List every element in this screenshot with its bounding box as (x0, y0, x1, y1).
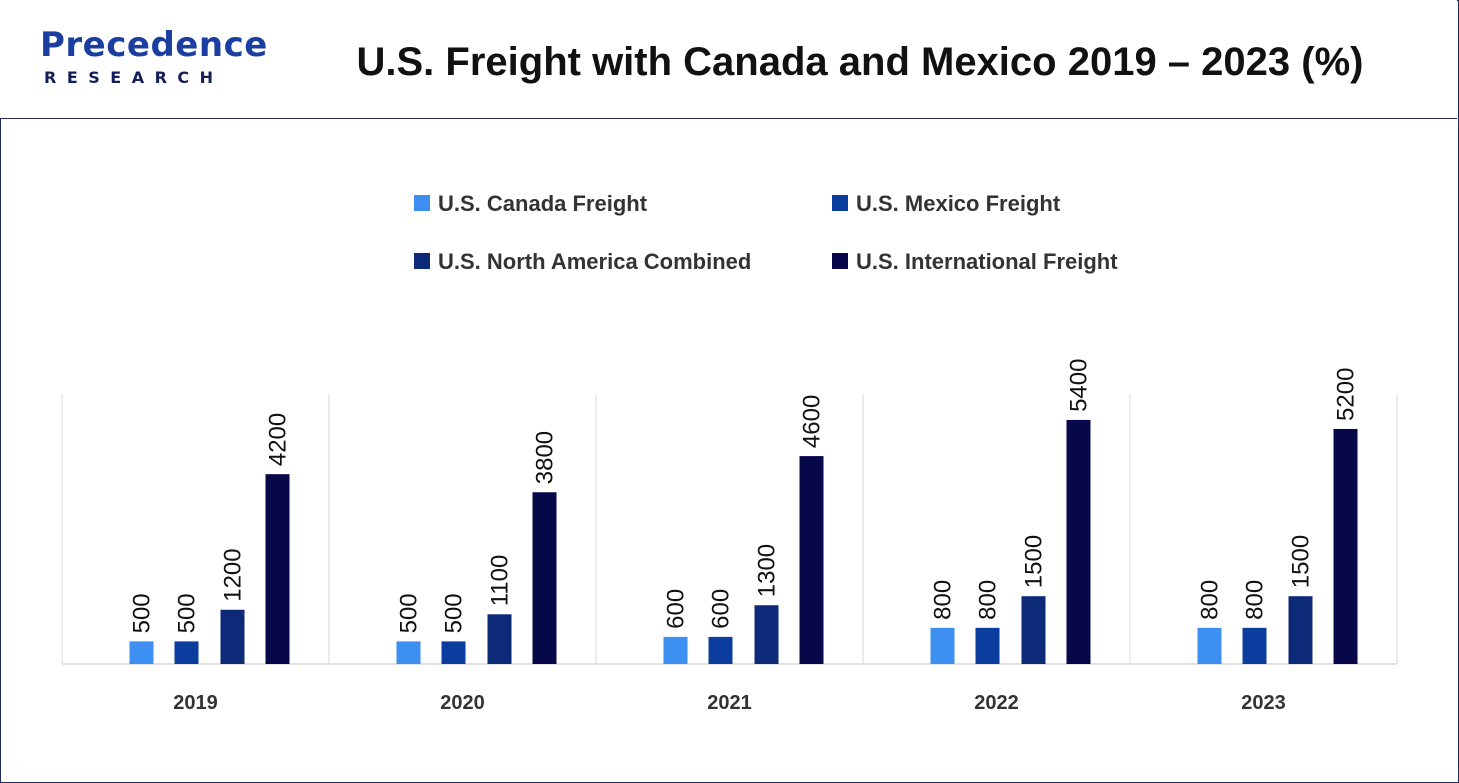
data-label: 500 (396, 593, 423, 633)
bar (1333, 428, 1358, 664)
data-label: 600 (663, 589, 690, 629)
bar (487, 614, 512, 664)
data-label: 4200 (265, 413, 292, 466)
bar (1066, 419, 1091, 664)
legend-swatch-1 (414, 195, 430, 211)
data-label: 5200 (1333, 368, 1360, 421)
x-tick-label: 2023 (1241, 692, 1286, 714)
bar (1197, 627, 1222, 664)
bar (663, 636, 688, 664)
x-tick-label: 2022 (974, 692, 1019, 714)
bar (174, 641, 199, 664)
data-label: 1500 (1021, 535, 1048, 588)
data-label: 5400 (1066, 359, 1093, 412)
data-label: 800 (1242, 580, 1269, 620)
bar (396, 641, 421, 664)
data-label: 800 (975, 580, 1002, 620)
data-label: 500 (441, 593, 468, 633)
header: Precedence RESEARCH U.S. Freight with Ca… (0, 0, 1457, 119)
legend-label-1: U.S. Canada Freight (438, 191, 648, 216)
logo-subtitle: RESEARCH (44, 68, 224, 87)
bar (1242, 627, 1267, 664)
bar (1288, 596, 1313, 664)
bar (708, 636, 733, 664)
data-label: 1200 (220, 548, 247, 601)
data-label: 600 (708, 589, 735, 629)
data-label: 1100 (487, 555, 514, 607)
bar (265, 474, 290, 664)
bar (799, 456, 824, 664)
legend-label-4: U.S. International Freight (856, 249, 1118, 274)
legend-label-2: U.S. Mexico Freight (856, 191, 1061, 216)
bar (754, 605, 779, 664)
bar (441, 641, 466, 664)
x-tick-label: 2020 (440, 692, 485, 714)
data-label: 1300 (754, 544, 781, 597)
legend-swatch-3 (414, 253, 430, 269)
legend-label-3: U.S. North America Combined (438, 249, 751, 274)
bar (220, 609, 245, 664)
data-label: 4600 (799, 395, 826, 448)
bar (975, 627, 1000, 664)
data-label: 500 (129, 593, 156, 633)
x-tick-label: 2019 (173, 692, 218, 714)
bar (1021, 596, 1046, 664)
bar (532, 492, 557, 664)
logo-wordmark: Precedence (40, 25, 268, 65)
data-label: 800 (930, 580, 957, 620)
bar-chart: U.S. Canada Freight U.S. Mexico Freight U.… (61, 191, 1398, 714)
bar (129, 641, 154, 664)
precedence-research-logo: Precedence RESEARCH (40, 26, 270, 96)
legend-swatch-4 (832, 253, 848, 269)
data-label: 1500 (1288, 535, 1315, 588)
data-label: 500 (174, 593, 201, 633)
data-label: 3800 (532, 431, 559, 484)
page-title: U.S. Freight with Canada and Mexico 2019… (356, 40, 1364, 84)
legend-swatch-2 (832, 195, 848, 211)
x-tick-label: 2021 (707, 692, 752, 714)
bar (930, 627, 955, 664)
data-label: 800 (1197, 580, 1224, 620)
